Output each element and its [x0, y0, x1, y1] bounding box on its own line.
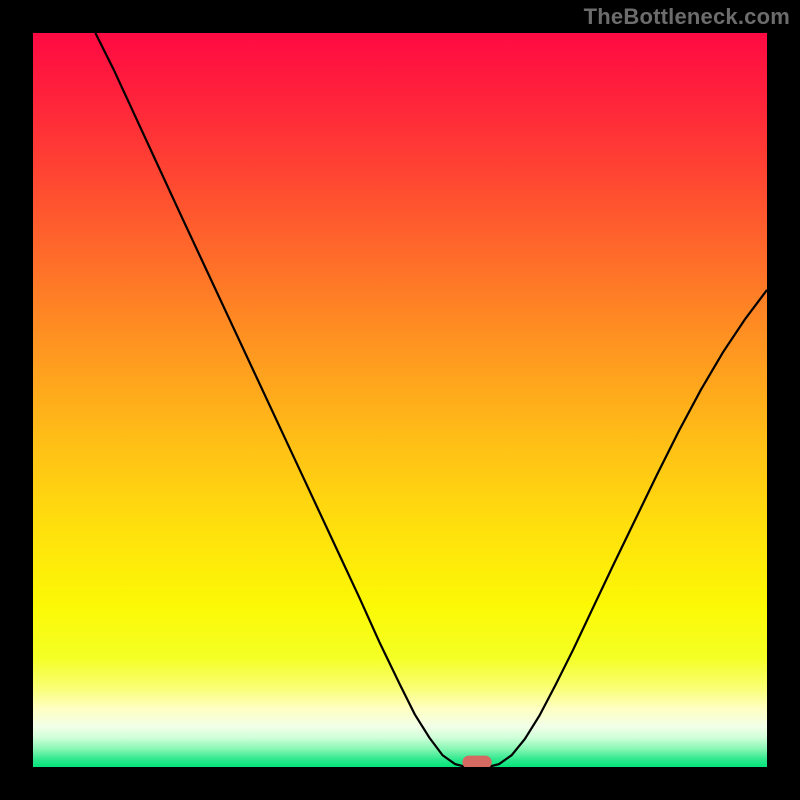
chart-container: TheBottleneck.com	[0, 0, 800, 800]
attribution-label: TheBottleneck.com	[584, 4, 790, 30]
optimal-marker	[462, 756, 491, 767]
plot-area	[33, 33, 767, 767]
plot-background	[33, 33, 767, 767]
